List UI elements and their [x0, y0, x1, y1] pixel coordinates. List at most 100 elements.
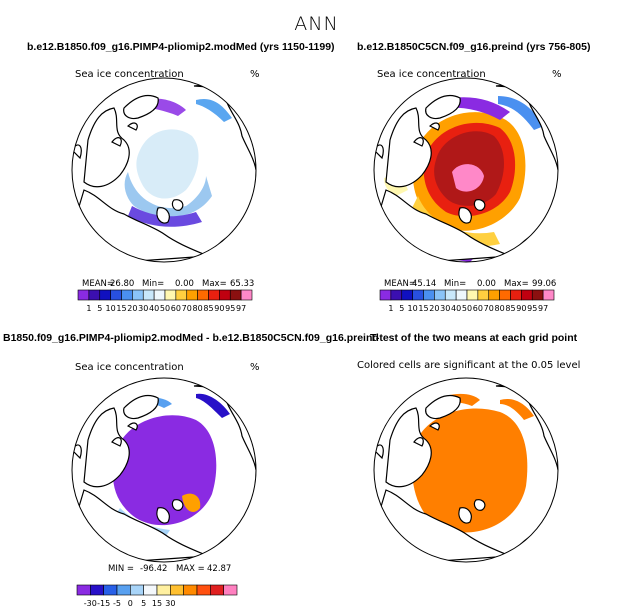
panel2-colorbar-tick-label: 60 [473, 304, 483, 313]
panel3-max-value: 42.87 [207, 564, 231, 574]
panel1-colorbar-tick-label: 50 [160, 304, 170, 313]
panel1-colorbar-tick-label: 60 [171, 304, 181, 313]
panel4-title: T-test of the two means at each grid poi… [370, 332, 578, 344]
panel2-colorbar-swatch [423, 289, 435, 301]
panel3-map-border [71, 377, 257, 563]
panel2-ice-max [452, 164, 484, 192]
panel1-colorbar-tick-label: 70 [182, 304, 192, 313]
panel1-title: b.e12.B1850.f09_g16.PIMP4-pliomip2.modMe… [27, 41, 335, 53]
panel3-min-value: -96.42 [140, 564, 167, 574]
panel2-map-border [373, 77, 559, 263]
panel2-colorbar-tick-label: 30 [440, 304, 450, 313]
panel3-east-band [196, 393, 230, 418]
panel1-mean-label: MEAN= [82, 279, 114, 289]
panel1-colorbar-tick-label: 90 [214, 304, 224, 313]
panel4-significant-region [411, 408, 528, 533]
panel1-colorbar-tick-label: 10 [106, 304, 116, 313]
panel2-min-value: 0.00 [477, 279, 496, 289]
panel1-min-value: 0.00 [175, 279, 194, 289]
panel2-colorbar-tick-label: 40 [451, 304, 461, 313]
panel1-colorbar-swatch [186, 289, 198, 301]
panel2-max-value: 99.06 [532, 279, 556, 289]
panel3-colorbar-tick-label: 5 [141, 599, 146, 608]
panel3-colorbar-tick-label: -15 [97, 599, 110, 608]
panel3-colorbar-tick-label: 15 [152, 599, 162, 608]
panel1-colorbar-tick-label: 85 [203, 304, 213, 313]
panel1-mean-value: 26.80 [110, 279, 134, 289]
panel2-max-label: Max= [504, 279, 529, 289]
panel1-colorbar-swatch [88, 289, 101, 301]
panel2-colorbar-swatch [499, 289, 511, 301]
panel3-units: % [250, 362, 260, 373]
panel3-colorbar: -30 -15 -5 0 5 15 30 [76, 584, 238, 608]
panel2-colorbar-swatch [510, 289, 522, 301]
panel3-colorbar-swatch [116, 584, 131, 596]
panel3-title: B1850.f09_g16.PIMP4-pliomip2.modMed - b.… [3, 332, 379, 344]
panel1-colorbar-swatch [77, 289, 90, 301]
panel3-colorbar-swatch [223, 584, 238, 596]
panel2-colorbar-tick-label: 95 [527, 304, 537, 313]
panel2-colorbar-swatch [488, 289, 500, 301]
panel2-min-label: Min= [444, 279, 466, 289]
panel2-colorbar-swatch [412, 289, 424, 301]
panel3-colorbar-swatch [76, 584, 91, 596]
panel3-colorbar-swatch [210, 584, 224, 596]
panel2-map [374, 78, 558, 262]
panel2-colorbar-tick-label: 97 [538, 304, 548, 313]
panel1-variable-label: Sea ice concentration [75, 69, 184, 80]
panel2-colorbar-tick-label: 80 [495, 304, 505, 313]
panel1-colorbar-swatch [99, 289, 111, 301]
panel1-ice-edge [124, 172, 212, 218]
panel1-colorbar-tick-label: 97 [236, 304, 246, 313]
panel2-colorbar-swatch [531, 289, 544, 301]
panel1-min-label: Min= [142, 279, 164, 289]
panel3-colorbar-swatch [156, 584, 171, 596]
panel2-colorbar-swatch [434, 289, 446, 301]
panel2-colorbar-tick-label: 15 [418, 304, 428, 313]
panel3-colorbar-tick-label: 30 [165, 599, 175, 608]
panel1-colorbar-swatch [153, 289, 166, 301]
panel1-colorbar-swatch [219, 289, 231, 301]
panel2-colorbar-tick-label: 50 [462, 304, 472, 313]
panel1-map-border [71, 77, 257, 263]
panel1-colorbar-swatch [197, 289, 209, 301]
panel1-colorbar-tick-label: 20 [127, 304, 137, 313]
panel1-colorbar-swatch [164, 289, 177, 301]
panel3-colorbar-swatch [183, 584, 198, 596]
panel1-colorbar-swatch [121, 289, 133, 301]
panel1-max-value: 65.33 [230, 279, 254, 289]
panel2-east-band [498, 96, 544, 130]
panel1-colorbar-swatch [229, 289, 242, 301]
panel1-colorbar-tick-label: 95 [225, 304, 235, 313]
panel2-colorbar-swatch [477, 289, 490, 301]
panel1-colorbar-swatch [208, 289, 220, 301]
panel1-colorbar-swatch [175, 289, 188, 301]
panel1-colorbar-swatch [132, 289, 144, 301]
panel3-colorbar-tick-label: -5 [113, 599, 121, 608]
panel3-colorbar-swatch [170, 584, 184, 596]
panel2-colorbar-swatch [444, 289, 457, 301]
panel2-colorbar-swatch [401, 289, 413, 301]
panel1-colorbar: 1 5 10 15 20 30 40 50 60 70 80 85 90 95 97 [77, 289, 253, 313]
panel1-colorbar-tick-label: 1 [86, 304, 91, 313]
panel2-colorbar-swatch [466, 289, 479, 301]
panel4-east-cells [500, 398, 534, 420]
panel2-colorbar: 1 5 10 15 20 30 40 50 60 70 80 85 90 95 97 [379, 289, 555, 313]
panel1-max-label: Max= [202, 279, 227, 289]
panel1-east-band [196, 98, 232, 122]
panel2-title: b.e12.B1850C5CN.f09_g16.preind (yrs 756-… [357, 41, 590, 53]
figure-title: ANN [294, 13, 338, 35]
panel3-diff-positive [182, 493, 201, 512]
panel2-colorbar-tick-label: 85 [505, 304, 515, 313]
panel1-colorbar-swatch [110, 289, 122, 301]
panel2-variable-label: Sea ice concentration [377, 69, 486, 80]
panel2-mean-value: 45.14 [412, 279, 436, 289]
panel4-note: Colored cells are significant at the 0.0… [357, 360, 580, 371]
panel2-colorbar-tick-label: 5 [399, 304, 404, 313]
panel2-colorbar-swatch [542, 289, 555, 301]
panel3-map [72, 378, 256, 562]
panel2-colorbar-tick-label: 90 [516, 304, 526, 313]
panel3-colorbar-swatch [103, 584, 118, 596]
panel1-colorbar-tick-label: 80 [193, 304, 203, 313]
